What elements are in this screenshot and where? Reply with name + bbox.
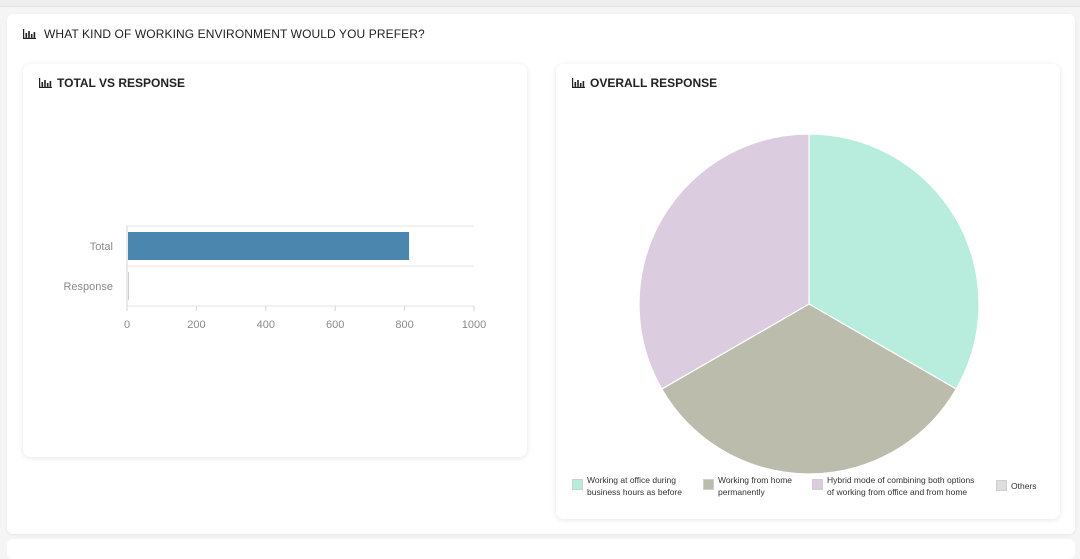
legend-label-line: Others	[1011, 481, 1037, 491]
pie-slice-1	[808, 133, 980, 390]
legend-label-line: Working at office during	[587, 475, 676, 485]
panel-title: OVERALL RESPONSE	[572, 76, 717, 90]
x-tick-label: 800	[395, 319, 413, 331]
legend-label: Others	[1011, 480, 1037, 492]
legend-item[interactable]: Others	[996, 480, 1037, 492]
legend-swatch	[996, 480, 1007, 491]
legend-item[interactable]: Hybrid mode of combining both options of …	[812, 474, 974, 498]
legend-label: Working at office during business hours a…	[587, 474, 682, 498]
panel-title-text: TOTAL VS RESPONSE	[57, 76, 186, 90]
pie-chart	[638, 133, 980, 474]
total-vs-response-panel: TOTAL VS RESPONSE Total Response 0 200 400 60…	[23, 64, 527, 457]
pie-legend: Working at office during business hours a…	[572, 474, 1052, 504]
question-title: WHAT KIND OF WORKING ENVIRONMENT WOULD Y…	[44, 27, 425, 41]
legend-label: Hybrid mode of combining both options of …	[827, 474, 974, 498]
pie-slice-3	[638, 133, 810, 390]
legend-label-line: Hybrid mode of combining both options	[827, 475, 975, 485]
legend-swatch	[812, 479, 823, 490]
legend-label-line: business hours as before	[587, 487, 682, 497]
legend-label-line: Working from home	[718, 475, 793, 485]
bar-chart-icon	[39, 78, 52, 88]
bar-total	[128, 232, 410, 260]
question-header: WHAT KIND OF WORKING ENVIRONMENT WOULD Y…	[23, 27, 425, 41]
category-label: Response	[63, 281, 113, 293]
panel-title-text: OVERALL RESPONSE	[590, 76, 718, 90]
legend-item[interactable]: Working at office during business hours a…	[572, 474, 682, 498]
legend-swatch	[572, 479, 583, 490]
bar-chart: Total Response 0 200 400 600 800 1000	[63, 225, 486, 331]
question-card: WHAT KIND OF WORKING ENVIRONMENT WOULD Y…	[7, 14, 1075, 534]
top-strip	[0, 0, 1080, 7]
category-label: Total	[90, 241, 113, 253]
legend-label-line: permanently	[718, 487, 765, 497]
legend-label-line: of working from office and from home	[827, 487, 968, 497]
x-tick-label: 200	[187, 319, 205, 331]
bar-response	[128, 272, 130, 300]
legend-swatch	[703, 479, 714, 490]
x-tick-label: 400	[257, 319, 275, 331]
panel-title: TOTAL VS RESPONSE	[39, 76, 185, 90]
overall-response-panel: OVERALL RESPONSE Working at office durin…	[556, 64, 1060, 519]
bar-chart-icon	[572, 78, 585, 88]
pie-slice-2	[660, 303, 958, 474]
x-tick-label: 600	[326, 319, 344, 331]
x-tick-label: 0	[124, 319, 130, 331]
legend-label: Working from home permanently	[718, 474, 792, 498]
bar-chart-icon	[23, 29, 36, 39]
x-tick-label: 1000	[462, 319, 486, 331]
legend-item[interactable]: Working from home permanently	[703, 474, 792, 498]
next-question-card	[7, 539, 1075, 559]
